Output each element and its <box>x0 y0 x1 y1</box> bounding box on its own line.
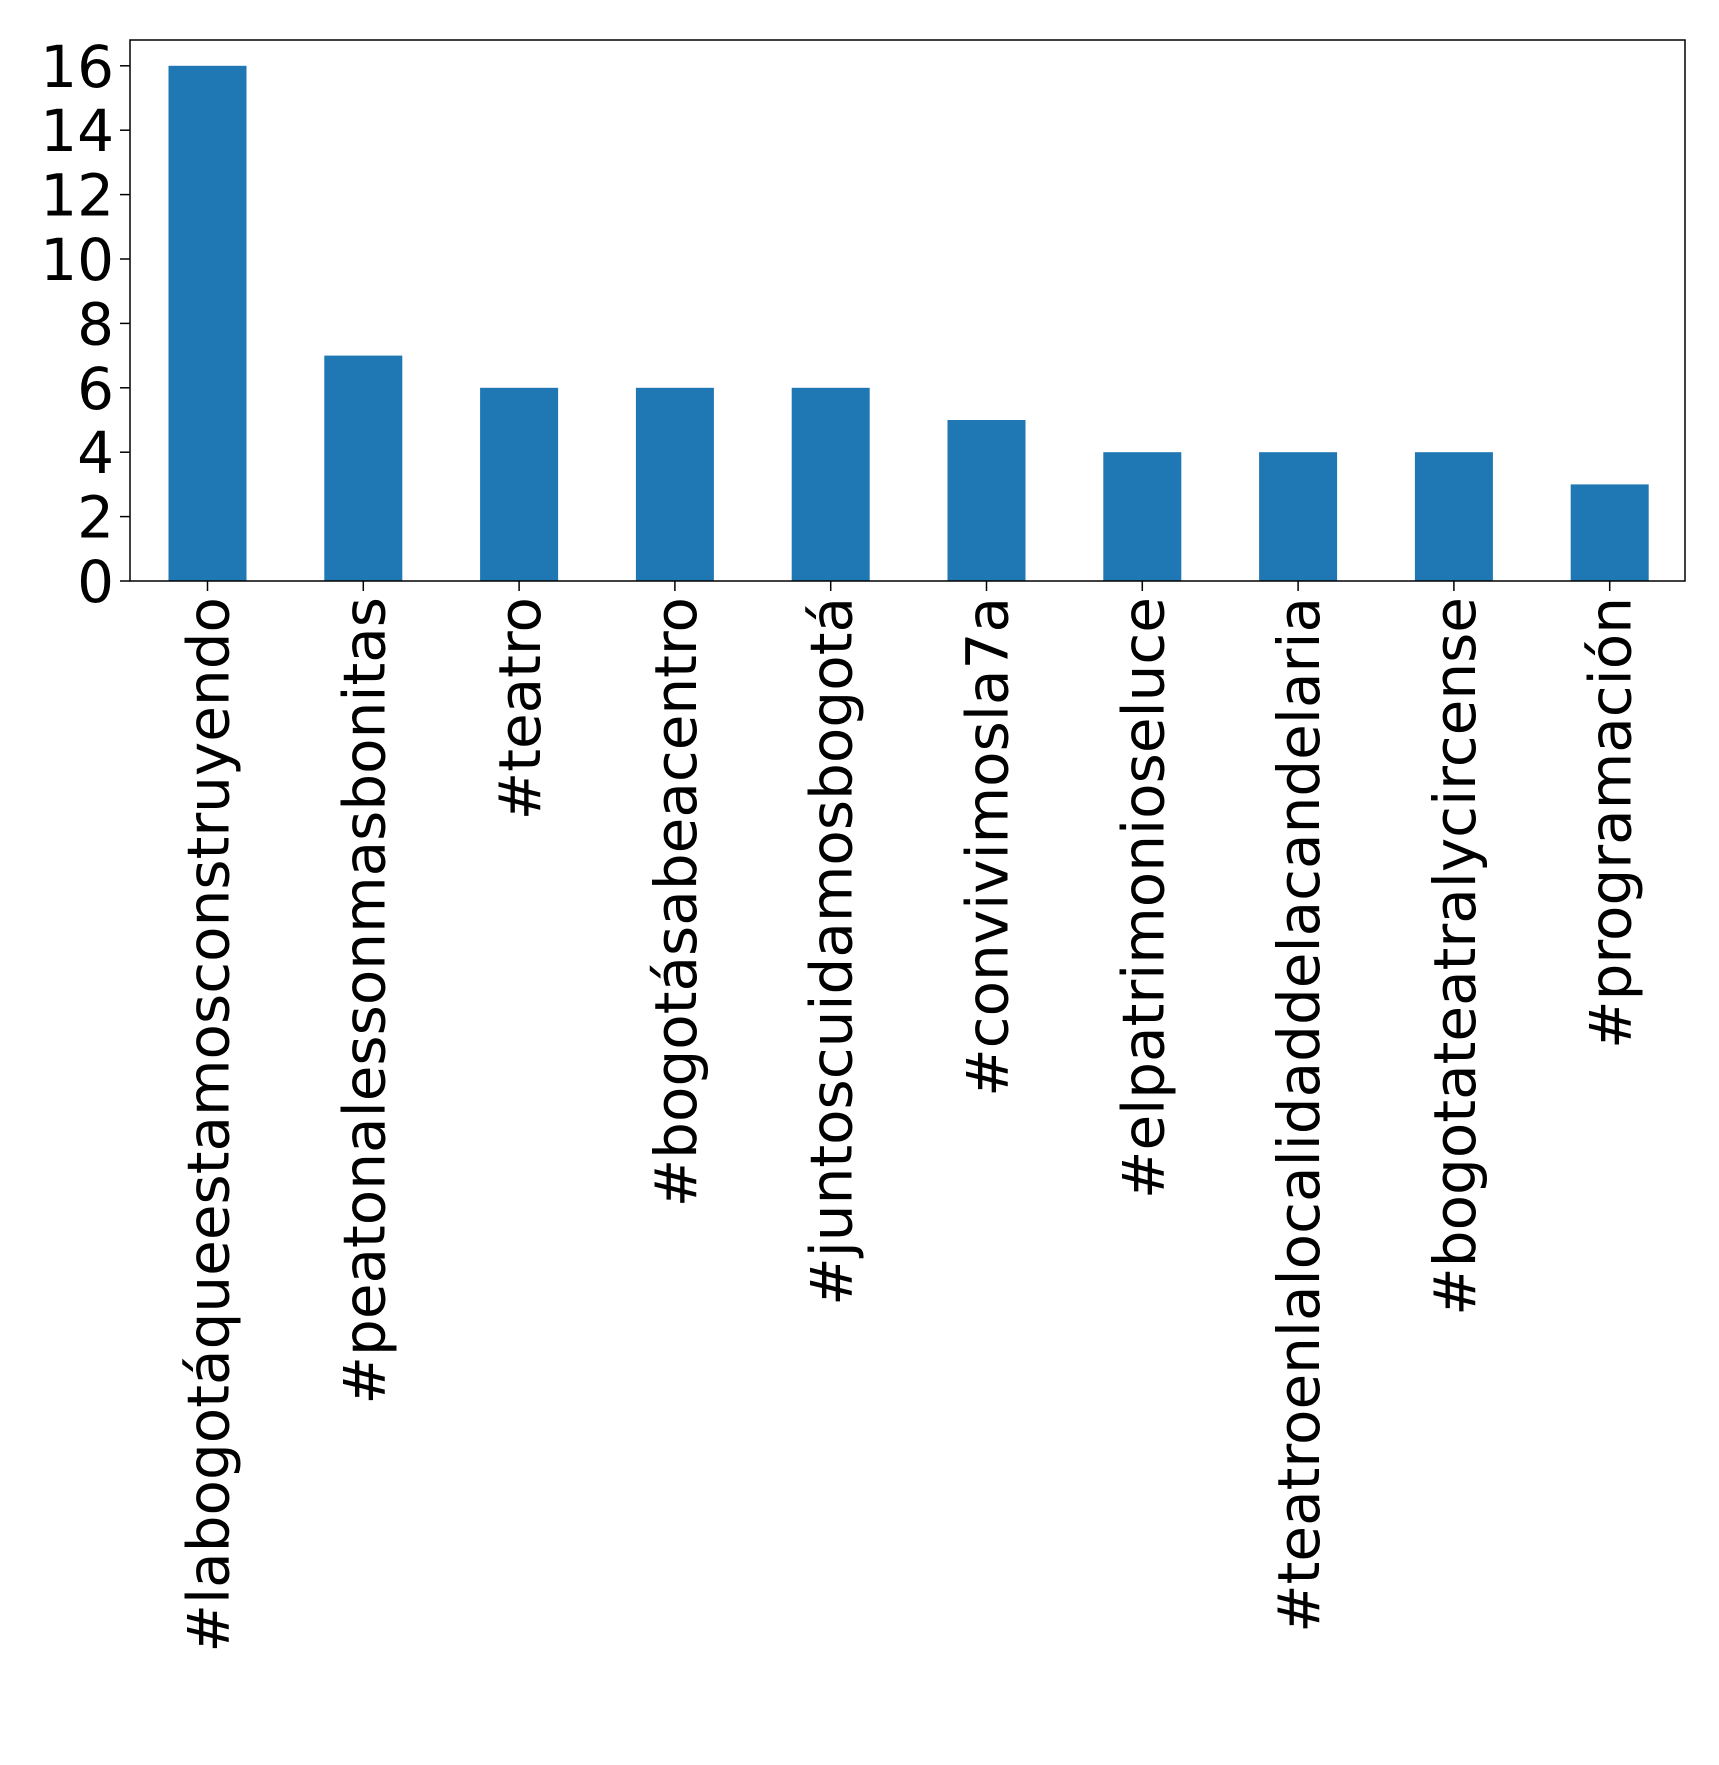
x-tick-label: #teatroenlalocalidaddelacandelaria <box>1265 597 1333 1633</box>
y-tick-label: 10 <box>40 226 114 294</box>
x-tick-label: #labogotáqueestamosconstruyendo <box>175 597 243 1653</box>
bar-2 <box>480 387 559 581</box>
bar-4 <box>791 387 870 581</box>
y-tick-label: 6 <box>77 355 114 423</box>
bar-7 <box>1259 452 1338 581</box>
x-tick-label: #elpatrimonioseluce <box>1109 597 1177 1199</box>
y-tick-label: 14 <box>40 97 114 165</box>
bar-6 <box>1103 452 1182 581</box>
x-tick-label: #peatonalessonmasbonitas <box>330 597 398 1405</box>
y-tick-label: 2 <box>77 484 114 552</box>
bars-group <box>168 65 1649 582</box>
plot-frame <box>129 39 1686 582</box>
x-tick-label: #programación <box>1577 597 1645 1049</box>
x-tick-label: #teatro <box>486 597 554 820</box>
bar-9 <box>1570 484 1649 581</box>
y-tick-label: 0 <box>77 548 114 616</box>
y-tick-label: 4 <box>77 419 114 487</box>
bar-8 <box>1414 452 1493 581</box>
x-tick-label: #bogotateatralycircense <box>1421 597 1489 1316</box>
x-tick-label: #convivimosla7a <box>954 597 1022 1097</box>
y-tick-label: 16 <box>40 33 114 101</box>
y-tick-label: 12 <box>40 162 114 230</box>
bar-3 <box>635 387 714 581</box>
bar-5 <box>947 420 1026 581</box>
x-tick-label: #juntoscuidamosbogotá <box>798 597 866 1306</box>
y-tick-label: 8 <box>77 290 114 358</box>
x-tick-label: #bogotásabeacentro <box>642 597 710 1207</box>
bar-0 <box>168 65 247 582</box>
bar-1 <box>324 355 403 581</box>
x-axis: #labogotáqueestamosconstruyendo #peatonal… <box>175 581 1645 1653</box>
